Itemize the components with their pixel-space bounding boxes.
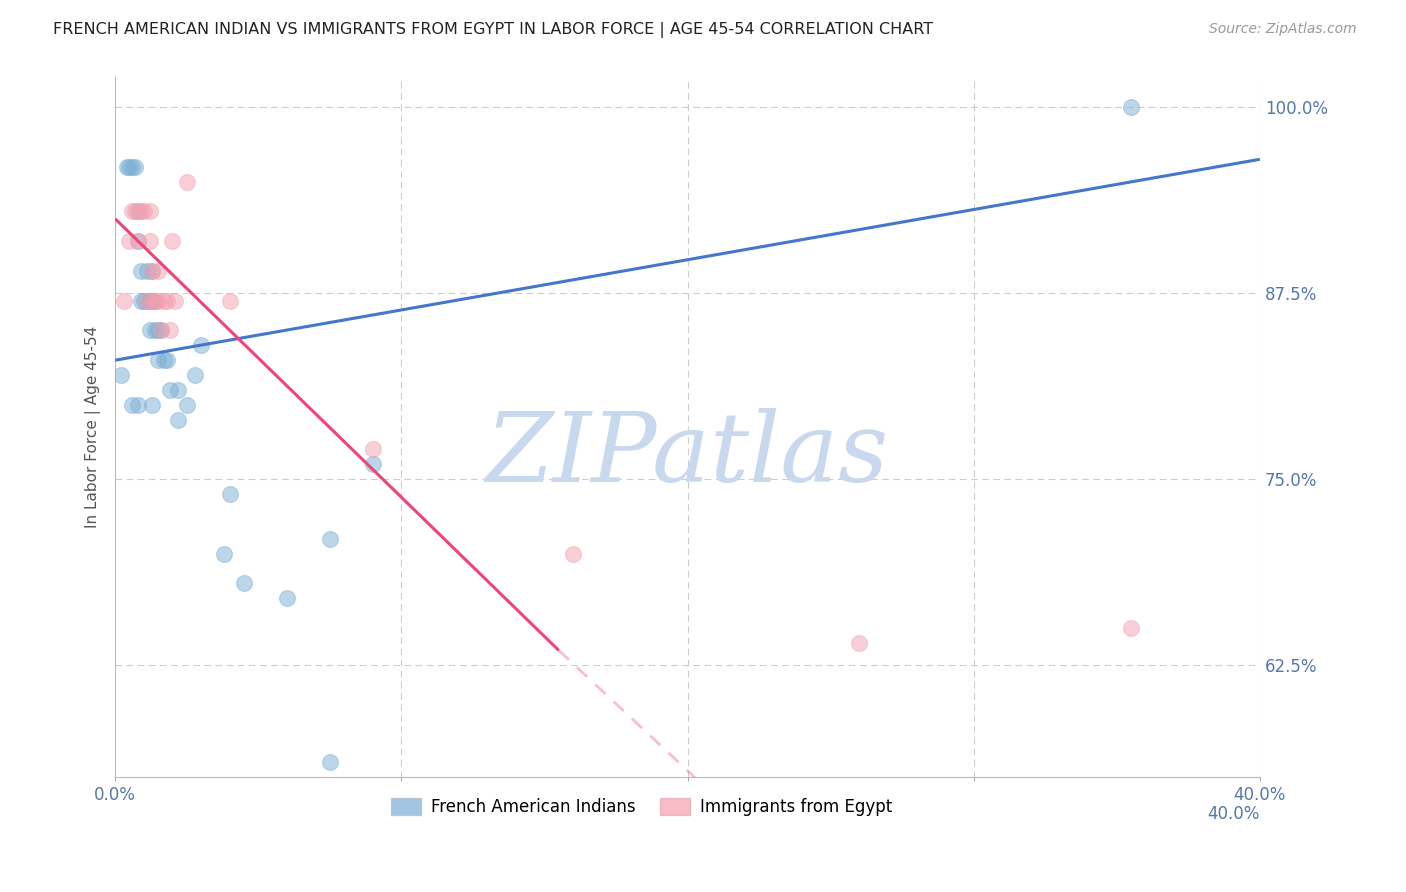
Point (162, 234, 184, 248)
Point (112, 293, 135, 308)
Point (127, 234, 149, 248)
Point (124, 160, 146, 174)
Point (1334, 636, 1357, 650)
Point (121, 398, 143, 412)
Point (143, 293, 166, 308)
Point (361, 458, 384, 472)
Point (1119, 100, 1142, 114)
Point (319, 755, 342, 769)
Point (138, 293, 160, 308)
Point (176, 398, 198, 412)
Point (146, 264, 169, 278)
Point (233, 576, 256, 591)
Y-axis label: In Labor Force | Age 45-54: In Labor Force | Age 45-54 (86, 326, 101, 528)
Point (141, 264, 163, 278)
Point (143, 293, 166, 308)
Point (129, 264, 152, 278)
Point (115, 160, 138, 174)
Point (132, 293, 155, 308)
Point (118, 160, 141, 174)
Point (146, 323, 169, 337)
Point (138, 234, 160, 248)
Point (165, 293, 187, 308)
Text: 40.0%: 40.0% (1208, 805, 1260, 822)
Point (159, 383, 181, 397)
Point (153, 353, 176, 368)
Text: Source: ZipAtlas.com: Source: ZipAtlas.com (1209, 22, 1357, 37)
Point (146, 293, 169, 308)
Point (218, 487, 240, 501)
Point (127, 204, 149, 219)
Point (143, 323, 166, 337)
Point (184, 368, 207, 382)
Point (127, 398, 149, 412)
Point (129, 293, 152, 308)
Text: FRENCH AMERICAN INDIAN VS IMMIGRANTS FROM EGYPT IN LABOR FORCE | AGE 45-54 CORRE: FRENCH AMERICAN INDIAN VS IMMIGRANTS FRO… (53, 22, 934, 38)
Point (135, 264, 157, 278)
Point (149, 323, 172, 337)
Point (190, 338, 212, 352)
Point (276, 591, 298, 606)
Point (121, 204, 143, 219)
Point (141, 293, 163, 308)
Point (218, 293, 240, 308)
Point (156, 293, 179, 308)
Point (153, 293, 176, 308)
Point (124, 204, 146, 219)
Point (135, 293, 157, 308)
Point (138, 204, 160, 219)
Point (167, 413, 190, 427)
Point (135, 293, 157, 308)
Text: ZIPatlas: ZIPatlas (486, 409, 889, 502)
Point (361, 442, 384, 457)
Point (141, 264, 163, 278)
Point (319, 532, 342, 546)
Point (1119, 621, 1142, 635)
Legend: French American Indians, Immigrants from Egypt: French American Indians, Immigrants from… (382, 789, 901, 824)
Point (141, 293, 163, 308)
Point (138, 323, 160, 337)
Point (562, 547, 585, 561)
Point (848, 636, 870, 650)
Point (132, 204, 155, 219)
Point (149, 323, 172, 337)
Point (129, 204, 152, 219)
Point (121, 160, 143, 174)
Point (176, 175, 198, 189)
Point (146, 353, 169, 368)
Point (118, 234, 141, 248)
Point (167, 383, 190, 397)
Point (110, 368, 132, 382)
Point (156, 353, 179, 368)
Point (127, 234, 149, 248)
Point (212, 547, 235, 561)
Point (141, 398, 163, 412)
Point (159, 323, 181, 337)
